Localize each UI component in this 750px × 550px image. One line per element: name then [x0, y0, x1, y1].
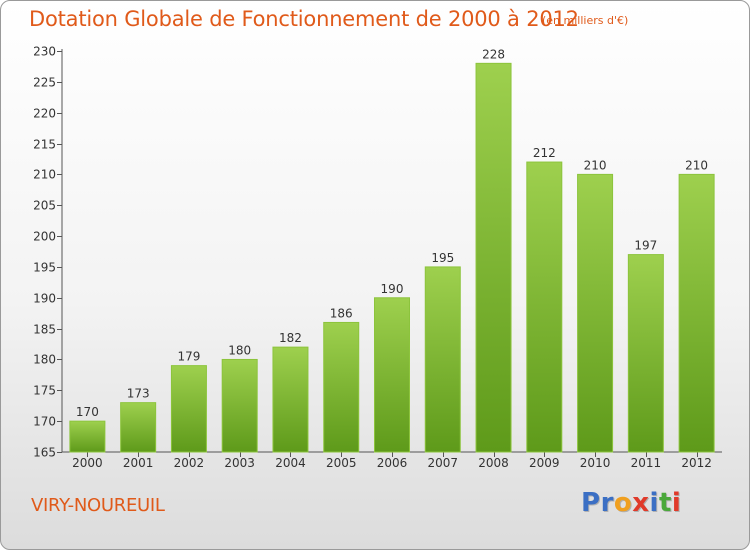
y-tick-label: 180: [33, 353, 56, 367]
logo-letter: o: [613, 488, 633, 518]
y-tick-label: 205: [33, 199, 56, 213]
bar: [221, 358, 258, 453]
bar: [170, 365, 207, 453]
y-tick-label: 215: [33, 138, 56, 152]
x-tick-label: 2010: [580, 456, 611, 470]
x-tick-label: 2009: [529, 456, 560, 470]
logo-letter: i: [671, 488, 682, 518]
bar-value-label: 182: [279, 331, 302, 345]
x-tick-label: 2012: [681, 456, 712, 470]
logo-letter: x: [632, 488, 650, 518]
x-tick-label: 2005: [326, 456, 357, 470]
y-tick-label: 200: [33, 230, 56, 244]
bar: [526, 161, 563, 453]
chart-subtitle: (en milliers d'€): [542, 14, 629, 27]
y-tick-label: 175: [33, 384, 56, 398]
y-tick-label: 230: [33, 45, 56, 59]
bar: [120, 402, 157, 453]
commune-name: VIRY-NOUREUIL: [31, 495, 165, 516]
bar-value-label: 228: [482, 47, 505, 61]
bar-value-label: 179: [177, 350, 200, 364]
y-tick-label: 220: [33, 107, 56, 121]
bar: [69, 420, 106, 453]
axes: 165 170 175 180 185 190 195 200 205 210 215 220 225 2…: [33, 45, 722, 470]
bar-value-label: 180: [228, 343, 251, 357]
bar-value-label: 210: [584, 158, 607, 172]
logo-letter: i: [649, 488, 659, 518]
x-tick-label: 2000: [72, 456, 103, 470]
x-tick-label: 2004: [275, 456, 306, 470]
x-tick-label: 2011: [631, 456, 662, 470]
y-tick-label: 165: [33, 446, 56, 460]
y-tick-label: 210: [33, 168, 56, 182]
x-tick-label: 2003: [224, 456, 255, 470]
bar: [627, 254, 664, 453]
proxiti-logo[interactable]: Proxiti: [581, 488, 681, 518]
bar: [323, 321, 360, 453]
logo-letter: t: [658, 488, 672, 518]
bar-value-label: 173: [127, 387, 150, 401]
bar: [678, 173, 715, 453]
bars-group: 170 173 179 180 182 186 190 195 228 212 210 197 210: [69, 47, 715, 453]
y-tick-label: 170: [33, 415, 56, 429]
x-tick-label: 2002: [174, 456, 205, 470]
y-tick-label: 225: [33, 76, 56, 90]
bar: [577, 173, 614, 453]
bar: [424, 266, 461, 453]
y-tick-label: 190: [33, 292, 56, 306]
y-tick-label: 195: [33, 261, 56, 275]
bar-value-label: 197: [634, 239, 657, 253]
chart-title: Dotation Globale de Fonctionnement de 20…: [29, 7, 579, 31]
logo-letter: P: [581, 488, 601, 518]
y-tick-label: 185: [33, 323, 56, 337]
bar-value-label: 170: [76, 405, 99, 419]
bar-value-label: 210: [685, 158, 708, 172]
logo-letter: r: [600, 488, 614, 518]
x-tick-label: 2006: [377, 456, 408, 470]
bar: [374, 297, 410, 453]
x-tick-label: 2007: [427, 456, 458, 470]
bar: [272, 346, 309, 453]
bar-value-label: 190: [381, 282, 404, 296]
bar: [475, 62, 512, 453]
x-tick-label: 2001: [123, 456, 154, 470]
bar-value-label: 195: [431, 251, 454, 265]
x-tick-label: 2008: [478, 456, 509, 470]
bar-value-label: 186: [330, 306, 353, 320]
bar-value-label: 212: [533, 146, 556, 160]
